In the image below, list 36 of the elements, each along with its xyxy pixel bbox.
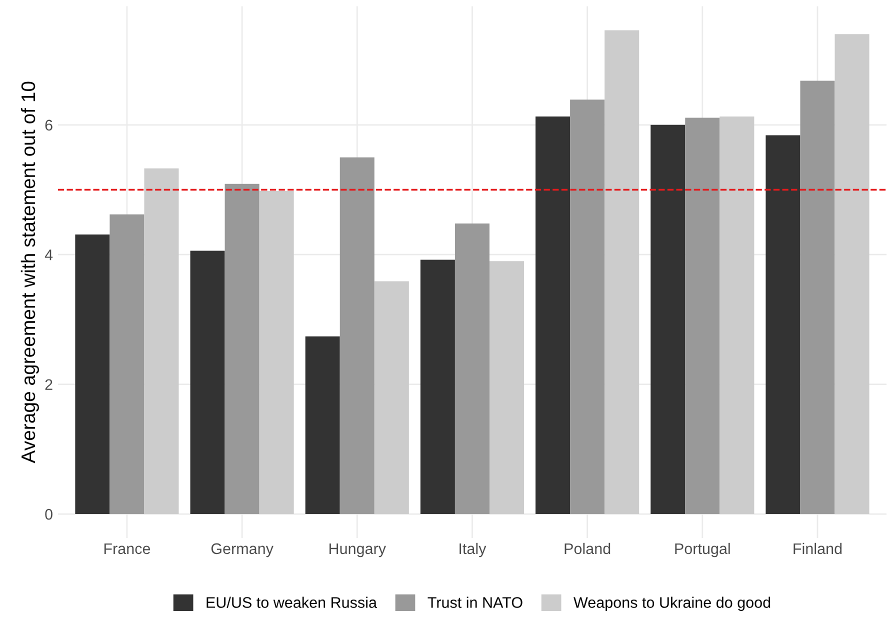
bar: [650, 124, 686, 514]
bar: [536, 116, 570, 514]
bar: [374, 281, 409, 514]
bar: [834, 34, 870, 514]
bar: [420, 260, 455, 514]
x-tick-label: Poland: [564, 542, 610, 554]
bar: [685, 118, 720, 514]
y-axis-title: Average agreement with statement out of 10: [20, 82, 39, 464]
bar: [766, 135, 800, 514]
bar: [224, 184, 260, 514]
y-tick-label: 2: [45, 379, 52, 390]
y-tick-label: 4: [44, 250, 53, 260]
bar: [110, 214, 144, 514]
bar: [570, 100, 605, 514]
x-tick-label: Portugal: [675, 542, 730, 558]
x-tick-label: Italy: [460, 542, 486, 558]
bar: [75, 234, 110, 514]
bar: [604, 30, 640, 514]
x-tick-label: Germany: [211, 543, 274, 558]
x-tick-label: Finland: [794, 542, 842, 554]
bar: [190, 250, 225, 514]
bar: [144, 168, 179, 514]
bar: [259, 191, 294, 514]
bar: [800, 80, 835, 514]
bar: [340, 157, 374, 514]
bar: [305, 336, 340, 514]
legend-label: Trust in NATO: [428, 596, 522, 608]
bar: [454, 223, 490, 514]
y-tick-label: 6: [45, 120, 52, 131]
bar: [720, 116, 754, 514]
legend-label: EU/US to weaken Russia: [206, 596, 377, 608]
x-tick-label: Hungary: [330, 543, 386, 558]
bar: [489, 261, 524, 514]
legend-label: Weapons to Ukraine do good: [574, 596, 770, 611]
x-tick-label: France: [104, 543, 150, 554]
y-tick-label: 0: [45, 508, 52, 520]
